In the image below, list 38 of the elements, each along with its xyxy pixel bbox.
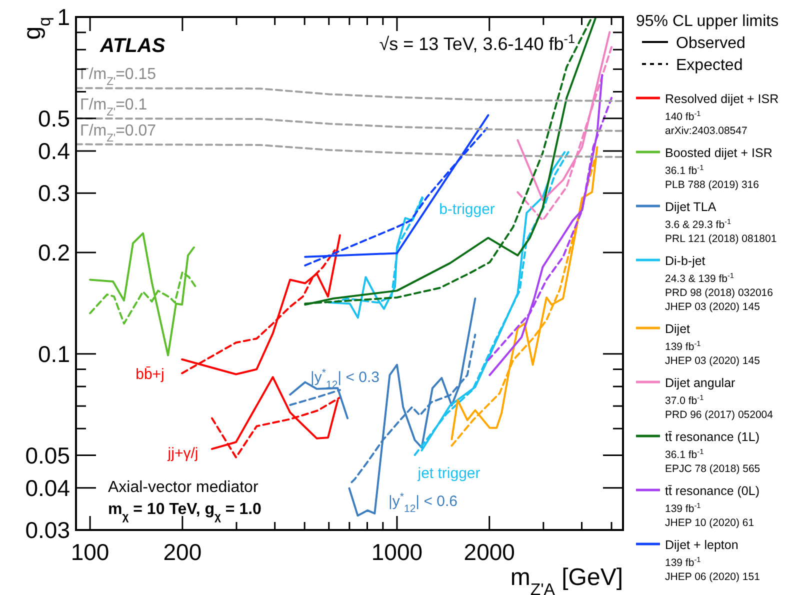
legend-label: Resolved dijet + ISR 140 fb$^{-1}$ arXiv:2403.08547	[665, 92, 779, 137]
series-label: Γ/m$_{Z'}$=0.15	[80, 66, 156, 88]
legend-label: tt̄ resonance (0L) 139 fb$^{-1}$ JHEP 10 (2020) 61	[665, 484, 760, 529]
y-tick-label: 0.3	[38, 180, 70, 206]
x-tick-label: 200	[163, 539, 202, 565]
annotation: b-trigger	[439, 201, 495, 218]
y-tick-label: 1	[57, 4, 70, 30]
legend-label: Dijet angular 37.0 fb$^{-1}$ PRD 96 (2017) 052004	[665, 376, 774, 421]
series-label: Γ/m$_{Z'}$=0.07	[80, 122, 156, 144]
annotation: |y$^{*}$$_{12}$| < 0.6	[388, 491, 458, 515]
legend-label: Boosted dijet + ISR 36.1 fb$^{-1}$ PLB 788 (2019) 316	[665, 146, 772, 191]
y-tick-label: 0.1	[38, 340, 70, 367]
y-tick-label: 0.05	[25, 442, 70, 468]
legend-label: tt̄ resonance (1L) 36.1 fb$^{-1}$ EPJC 78 (2018) 565	[665, 430, 760, 475]
x-axis-title: m$_{Z'A}$ [GeV]	[510, 564, 623, 595]
legend-label: Dijet 139 fb$^{-1}$ JHEP 03 (2020) 145	[665, 322, 760, 367]
annotation: jet trigger	[416, 465, 480, 482]
x-tick-label: 2000	[464, 539, 515, 565]
annotation: Axial-vector mediator	[108, 479, 259, 496]
x-tick-label: 1000	[371, 539, 423, 565]
text: Observed	[676, 35, 746, 52]
legend-label: Dijet TLA 3.6 & 29.3 fb$^{-1}$ PRL 121 (2018) 081801	[665, 200, 777, 245]
y-tick-label: 0.4	[38, 138, 70, 164]
text: ATLAS	[99, 35, 166, 57]
legend-label: Dijet + lepton 139 fb$^{-1}$ JHEP 06 (2020) 151	[665, 538, 760, 583]
x-tick-label: 100	[70, 539, 110, 565]
y-tick-label: 0.03	[25, 517, 70, 543]
annotation: m$_{χ}$ = 10 TeV, g$_{χ}$ = 1.0	[108, 501, 262, 523]
series-label: Γ/m$_{Z'}$=0.1	[80, 96, 148, 118]
y-tick-label: 0.5	[38, 105, 70, 132]
text: √s = 13 TeV, 3.6-140 fb$^{-1}$	[379, 32, 575, 54]
y-tick-label: 0.2	[38, 239, 70, 266]
annotation: jj+γ/j	[166, 445, 198, 462]
legend-title: 95% CL upper limits	[636, 13, 779, 30]
legend-label: Di-b-jet 24.3 & 139 fb$^{-1}$ PRD 98 (2018) 032016 JHEP 03 (2020) 145	[665, 254, 774, 313]
y-tick-label: 0.04	[25, 474, 70, 501]
text: Expected	[676, 57, 743, 74]
annotation: bb̄+j	[136, 366, 164, 383]
